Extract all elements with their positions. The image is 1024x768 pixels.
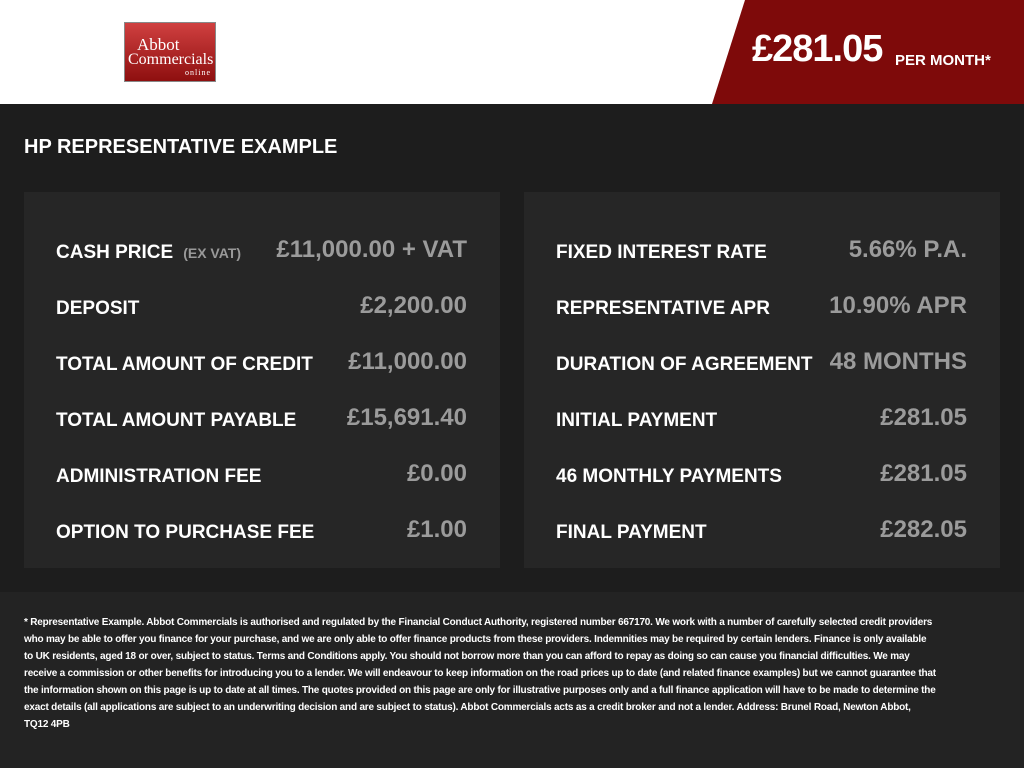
row-label: OPTION TO PURCHASE FEE xyxy=(56,522,314,544)
row-value: 48 MONTHS xyxy=(829,348,967,375)
finance-row: TOTAL AMOUNT PAYABLE £15,691.40 xyxy=(56,398,467,438)
logo-text: Abbot xyxy=(137,35,180,54)
row-label-text: ADMINISTRATION FEE xyxy=(56,466,262,487)
row-label: INITIAL PAYMENT xyxy=(556,410,717,432)
logo[interactable]: Abbot Commercials online xyxy=(124,22,216,82)
finance-panel: FIXED INTEREST RATE 5.66% P.A. REPRESENTAT… xyxy=(524,192,1000,568)
row-label-text: INITIAL PAYMENT xyxy=(556,410,718,431)
row-label: DURATION OF AGREEMENT xyxy=(556,354,813,376)
row-label: CASH PRICE (EX VAT) xyxy=(56,242,241,264)
finance-row: REPRESENTATIVE APR 10.90% APR xyxy=(556,286,967,326)
row-note: (EX VAT) xyxy=(183,245,241,261)
price-banner-bg xyxy=(712,0,1024,104)
row-label-text: 46 MONTHLY PAYMENTS xyxy=(556,466,782,487)
finance-row: FIXED INTEREST RATE 5.66% P.A. xyxy=(556,230,967,270)
monthly-price: £281.05 xyxy=(752,28,883,70)
row-value: 5.66% P.A. xyxy=(848,236,967,263)
logo-text: online xyxy=(185,68,211,77)
row-label: FINAL PAYMENT xyxy=(556,522,707,544)
finance-row: FINAL PAYMENT £282.05 xyxy=(556,510,967,550)
row-label: ADMINISTRATION FEE xyxy=(56,466,261,488)
row-label-text: CASH PRICE xyxy=(56,242,174,263)
finance-row: CASH PRICE (EX VAT) £11,000.00 + VAT xyxy=(56,230,467,270)
section-title: HP REPRESENTATIVE EXAMPLE xyxy=(24,136,338,158)
logo-text: Commercials xyxy=(128,51,214,68)
finance-row: OPTION TO PURCHASE FEE £1.00 xyxy=(56,510,467,550)
footer: * Representative Example. Abbot Commerci… xyxy=(0,592,1024,768)
row-label-text: TOTAL AMOUNT PAYABLE xyxy=(56,410,297,431)
row-value: £0.00 xyxy=(406,460,467,487)
row-value: £11,000.00 + VAT xyxy=(276,236,467,263)
row-label: DEPOSIT xyxy=(56,298,139,320)
row-value: £282.05 xyxy=(880,516,967,543)
row-value: £11,000.00 xyxy=(348,348,467,375)
row-value: £281.05 xyxy=(880,404,967,431)
finance-row: ADMINISTRATION FEE £0.00 xyxy=(56,454,467,494)
finance-row: DEPOSIT £2,200.00 xyxy=(56,286,467,326)
row-label-text: DURATION OF AGREEMENT xyxy=(556,354,813,375)
row-value: £15,691.40 xyxy=(346,404,467,431)
row-value: £2,200.00 xyxy=(360,292,467,319)
row-value: £281.05 xyxy=(880,460,967,487)
row-label: FIXED INTEREST RATE xyxy=(556,242,767,264)
row-label: TOTAL AMOUNT PAYABLE xyxy=(56,410,296,432)
finance-row: TOTAL AMOUNT OF CREDIT £11,000.00 xyxy=(56,342,467,382)
row-label-text: REPRESENTATIVE APR xyxy=(556,298,770,319)
row-label: TOTAL AMOUNT OF CREDIT xyxy=(56,354,313,376)
header: Abbot Commercials online £281.05 PER MON… xyxy=(0,0,1024,104)
price-suffix: PER MONTH* xyxy=(895,52,991,69)
row-label: 46 MONTHLY PAYMENTS xyxy=(556,466,782,488)
row-label-text: DEPOSIT xyxy=(56,298,140,319)
row-value: £1.00 xyxy=(406,516,467,543)
row-value: 10.90% APR xyxy=(829,292,967,319)
row-label-text: FINAL PAYMENT xyxy=(556,522,707,543)
row-label-text: TOTAL AMOUNT OF CREDIT xyxy=(56,354,313,375)
finance-panel: CASH PRICE (EX VAT) £11,000.00 + VAT DEPOSI… xyxy=(24,192,500,568)
finance-row: DURATION OF AGREEMENT 48 MONTHS xyxy=(556,342,967,382)
row-label-text: OPTION TO PURCHASE FEE xyxy=(56,522,315,543)
row-label-text: FIXED INTEREST RATE xyxy=(556,242,767,263)
row-label: REPRESENTATIVE APR xyxy=(556,298,770,320)
finance-row: INITIAL PAYMENT £281.05 xyxy=(556,398,967,438)
finance-row: 46 MONTHLY PAYMENTS £281.05 xyxy=(556,454,967,494)
disclaimer: * Representative Example. Abbot Commerci… xyxy=(24,617,936,730)
